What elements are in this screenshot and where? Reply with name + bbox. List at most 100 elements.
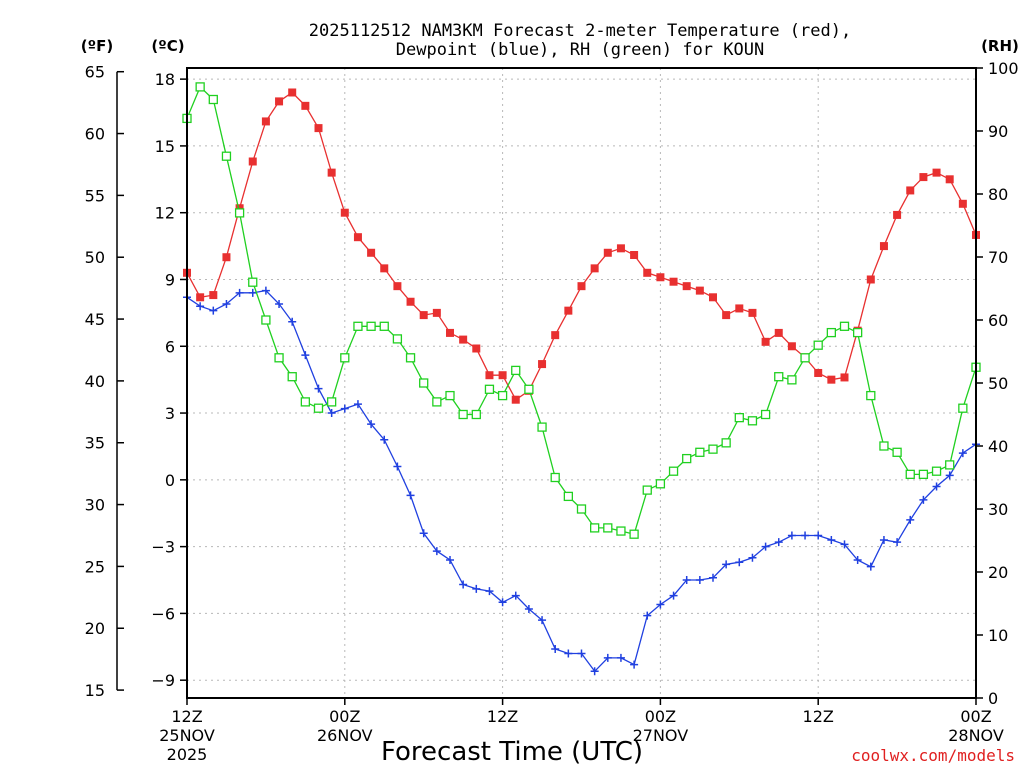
chart-title-line2: Dewpoint (blue), RH (green) for KOUN [396,40,764,60]
x-tick-date: 25NOV [159,726,215,745]
rh-point [326,397,337,407]
x-tick-year: 2025 [167,745,208,764]
rh-tick-label: 60 [988,311,1008,330]
dewpoint-point [958,449,967,458]
dewpoint-point [945,471,954,480]
rh-point [616,526,626,536]
dewpoint-point [630,660,639,669]
chart-title-line1: 2025112512 NAM3KM Forecast 2-meter Tempe… [309,21,851,41]
dewpoint-point [919,495,928,504]
rh-tick-label: 80 [988,185,1008,204]
dewpoint-point [419,529,428,538]
temperature-point [748,308,757,317]
rh-point [931,466,942,476]
rh-point [274,353,284,363]
dewpoint-point [853,555,862,564]
temperature-point [945,175,954,184]
temperature-point [590,264,599,273]
series-temperature [183,88,980,404]
rh-point [813,340,823,350]
rh-point [787,375,797,385]
x-tick-date: 26NOV [317,726,373,745]
series-dewpoint [183,286,980,676]
temperature-point [261,117,270,126]
dewpoint-point [709,573,717,582]
rh-point [905,469,915,480]
temperature-point [866,275,875,284]
temperature-point [432,308,441,317]
rh-tick-label: 90 [988,122,1008,141]
temperature-point [511,395,520,404]
fahrenheit-tick-label: 30 [85,496,105,515]
fahrenheit-tick-label: 65 [85,63,105,82]
dewpoint-point [827,535,836,544]
rh-point [287,372,297,382]
dewpoint-point [275,299,284,308]
rh-point [879,441,889,451]
x-tick-date: 27NOV [633,726,689,745]
temperature-point [564,306,573,315]
rh-point [195,82,205,92]
x-tick-date: 28NOV [948,726,1004,745]
temperature-point [353,233,362,242]
temperature-point [288,88,297,97]
x-axis-label: Forecast Time (UTC) [381,737,643,767]
dewpoint-point [353,400,362,409]
temperature-point [722,311,731,320]
rh-point [708,444,718,454]
temperature-point [196,293,205,302]
series-layer [182,82,981,676]
temperature-point [419,311,428,320]
celsius-tick-label: 3 [165,404,175,423]
dewpoint-point [643,611,652,620]
temperature-point [472,344,481,353]
rh-point [497,390,508,401]
dewpoint-point [879,535,888,544]
rh-tick-label: 50 [988,374,1008,393]
dewpoint-point [196,302,205,311]
credit-text: coolwx.com/models [851,746,1015,765]
dewpoint-point [301,351,310,360]
temperature-point [485,371,494,380]
temperature-point [538,360,547,369]
temperature-point [787,342,796,351]
temperature-point [643,268,652,277]
temperature-point [814,368,823,377]
rh-tick-label: 40 [988,437,1008,456]
rh-tick-label: 20 [988,563,1008,582]
temperature-point [893,210,902,219]
temperature-point [314,124,323,133]
rh-point [958,403,968,413]
dewpoint-point [787,531,796,540]
temperature-point [498,371,507,380]
rh-tick-label: 70 [988,248,1008,267]
rh-point [655,479,666,489]
dewpoint-point [209,306,218,315]
fahrenheit-tick-label: 25 [85,557,105,576]
rh-point [458,409,468,420]
dewpoint-point [866,562,875,571]
temperature-point [406,297,415,306]
rh-point [642,485,652,495]
temperature-point [761,337,770,346]
dewpoint-point [603,653,612,662]
dewpoint-point [682,576,691,585]
rh-point [471,409,481,420]
dewpoint-point [446,555,454,564]
fahrenheit-tick-label: 15 [85,681,105,700]
rh-point [945,460,955,470]
temperature-point [235,204,244,213]
x-tick-label: 00Z [960,707,991,726]
dewpoint-point [906,515,915,524]
rh-point [524,384,534,394]
rh-point [603,523,613,533]
temperature-point [301,101,310,110]
rh-point [839,321,850,331]
rh-tick-label: 0 [988,689,998,708]
temperature-point [932,168,941,177]
rh-point [511,365,521,376]
rh-tick-label: 10 [988,626,1008,645]
dewpoint-point [538,616,547,625]
dewpoint-point [656,600,665,609]
